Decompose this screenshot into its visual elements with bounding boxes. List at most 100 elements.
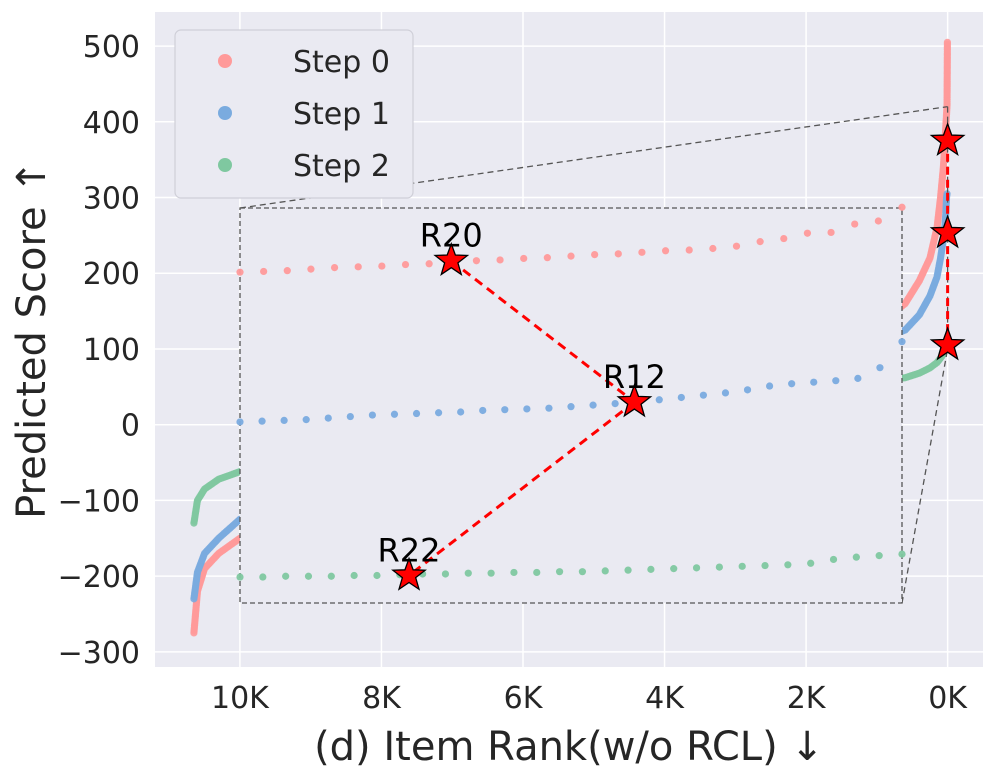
highlight-star-marker: [929, 326, 966, 361]
x-tick-label: 10K: [211, 681, 270, 716]
legend-marker: [218, 158, 232, 172]
inset-point: [401, 260, 410, 269]
highlight-star-marker: [929, 121, 966, 157]
x-tick-label: 0K: [928, 681, 968, 716]
inset-point: [390, 410, 399, 418]
y-tick-label: 500: [83, 30, 140, 65]
y-tick-label: 0: [121, 409, 140, 444]
highlight-stars: [929, 121, 966, 361]
y-tick-label: 400: [83, 106, 140, 141]
inset-point: [874, 217, 882, 225]
inset-point: [567, 252, 575, 260]
inset-point: [807, 559, 815, 567]
star-label: R22: [378, 531, 441, 569]
inset-star-marker: [433, 241, 470, 277]
inset-point: [624, 566, 632, 574]
inset-point: [280, 416, 288, 424]
inset-point: [803, 229, 812, 237]
inset-point: [578, 568, 587, 576]
zoom-connector-bottom: [901, 348, 949, 604]
inset-point: [756, 238, 764, 246]
inset-point: [236, 268, 244, 276]
inset-point: [236, 573, 244, 581]
inset-point: [545, 404, 553, 412]
legend-box: [174, 29, 414, 199]
legend-marker: [218, 54, 232, 68]
inset-point: [851, 220, 859, 228]
inset-point: [743, 386, 752, 394]
legend-label: Step 0: [293, 45, 390, 80]
inset-point: [260, 267, 268, 276]
inset-point: [591, 251, 599, 259]
inset-point: [479, 406, 487, 415]
inset-point: [354, 263, 362, 271]
inset-point: [258, 417, 266, 425]
inset-point: [259, 573, 267, 581]
inset-point: [373, 571, 381, 580]
inset-point: [523, 405, 531, 413]
highlight-star-marker: [929, 214, 966, 249]
y-tick-label: −200: [58, 560, 140, 595]
inset-point: [788, 380, 796, 388]
y-axis-title: Predicted Score ↑: [9, 160, 55, 519]
inset-point: [457, 408, 465, 416]
inset-point: [282, 572, 290, 580]
inset-point: [611, 399, 619, 408]
inset-point: [692, 564, 701, 572]
inset-point: [829, 555, 838, 564]
x-tick-label: 4K: [645, 681, 685, 716]
inset-point: [832, 377, 840, 385]
y-tick-label: −300: [58, 636, 140, 671]
inset-point: [761, 561, 769, 570]
inset-point: [327, 572, 335, 580]
inset-point: [661, 247, 670, 255]
y-tick-label: −100: [58, 484, 140, 519]
inset-point: [487, 569, 495, 577]
inset-point: [709, 244, 717, 253]
inset-point: [283, 267, 291, 275]
inset-point: [876, 364, 884, 372]
axes-labels: 10K 8K 6K 4K 2K 0K 500 400 300 200 100 0 −100 −200 −30…: [9, 30, 968, 770]
inset-point: [510, 568, 518, 577]
connector-dashed-line: [450, 259, 636, 404]
connector-dashed-line: [408, 400, 636, 577]
inset-point: [555, 568, 564, 576]
inset-point: [898, 203, 906, 211]
inset-point: [533, 568, 541, 577]
inset-point: [472, 257, 481, 265]
inset-point: [721, 389, 730, 397]
inset-point: [567, 403, 575, 411]
inset-point: [784, 561, 792, 569]
inset-point: [435, 409, 443, 417]
inset-zoom-panel: R20 R12 R22: [236, 203, 906, 604]
inset-point: [677, 393, 685, 402]
inset-point: [898, 550, 906, 558]
inset-point: [638, 248, 646, 256]
inset-point: [699, 391, 708, 399]
inset-point: [766, 382, 774, 390]
inset-point: [412, 409, 421, 418]
star-label: R20: [420, 217, 483, 255]
inset-point: [324, 414, 332, 422]
inset-point: [854, 374, 862, 382]
inset-point: [732, 242, 741, 250]
inset-point: [898, 338, 906, 346]
legend: Step 0 Step 1 Step 2: [174, 29, 414, 199]
inset-point: [614, 250, 622, 258]
inset-point: [715, 563, 723, 571]
legend-label: Step 2: [293, 149, 390, 184]
inset-point: [543, 254, 551, 262]
inset-point: [875, 552, 883, 560]
inset-point: [589, 401, 597, 409]
inset-point: [464, 569, 472, 577]
y-tick-label: 200: [83, 257, 140, 292]
x-axis-title: (d) Item Rank(w/o RCL) ↓: [314, 724, 824, 770]
inset-point: [810, 378, 818, 386]
inset-point: [378, 262, 386, 270]
inset-point: [738, 562, 746, 570]
inset-point: [655, 396, 663, 404]
y-tick-label: 300: [83, 182, 140, 217]
inset-point: [780, 234, 788, 243]
inset-point: [330, 263, 339, 272]
